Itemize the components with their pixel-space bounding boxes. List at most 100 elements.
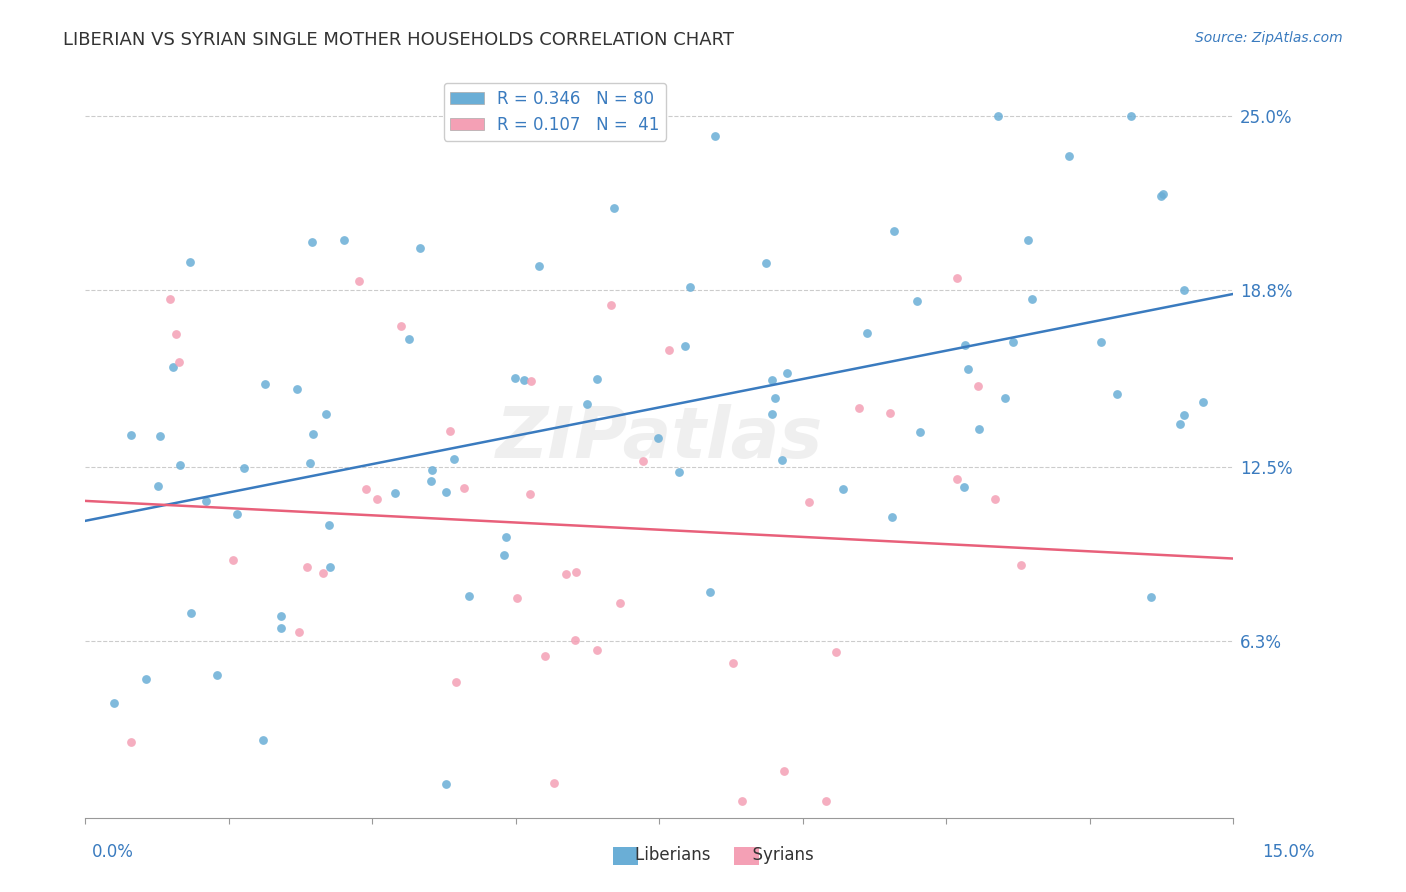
Point <box>565 566 588 580</box>
Point <box>797 495 820 509</box>
Point <box>721 657 744 671</box>
Point <box>1090 335 1112 350</box>
Point <box>453 481 475 495</box>
Point <box>1192 394 1215 409</box>
Point <box>519 486 541 500</box>
Legend: R = 0.346   N = 80, R = 0.107   N =  41: R = 0.346 N = 80, R = 0.107 N = 41 <box>444 83 666 141</box>
Point <box>506 591 529 606</box>
Point <box>162 359 184 374</box>
Point <box>1119 109 1142 123</box>
Point <box>149 428 172 442</box>
Point <box>953 479 976 493</box>
Point <box>699 584 721 599</box>
Point <box>987 109 1010 123</box>
Point <box>555 566 578 581</box>
Point <box>1168 417 1191 431</box>
Point <box>905 293 928 308</box>
Point <box>761 407 783 421</box>
Point <box>148 479 170 493</box>
Point <box>444 674 467 689</box>
Point <box>1152 187 1174 202</box>
Point <box>631 454 654 468</box>
Point <box>389 318 412 333</box>
Point <box>301 235 323 249</box>
Point <box>315 407 337 421</box>
Text: Source: ZipAtlas.com: Source: ZipAtlas.com <box>1195 31 1343 45</box>
Point <box>312 566 335 580</box>
Text: 0.0%: 0.0% <box>91 843 134 861</box>
Point <box>232 460 254 475</box>
Point <box>770 453 793 467</box>
Point <box>1021 292 1043 306</box>
Point <box>1173 284 1195 298</box>
Point <box>856 326 879 340</box>
Point <box>159 292 181 306</box>
Point <box>882 510 904 524</box>
Point <box>946 472 969 486</box>
Point <box>1001 335 1024 350</box>
Point <box>319 560 342 574</box>
Point <box>585 642 607 657</box>
Point <box>576 397 599 411</box>
Point <box>1139 590 1161 604</box>
Point <box>253 377 276 392</box>
Point <box>503 371 526 385</box>
Point <box>969 422 991 436</box>
Point <box>966 378 988 392</box>
Point <box>679 280 702 294</box>
Point <box>318 518 340 533</box>
Point <box>534 648 557 663</box>
Point <box>825 645 848 659</box>
Point <box>422 463 444 477</box>
Point <box>298 456 321 470</box>
Point <box>668 465 690 479</box>
Point <box>221 553 243 567</box>
Text: ZIPatlas: ZIPatlas <box>495 404 823 474</box>
Point <box>494 548 516 562</box>
Point <box>1173 409 1195 423</box>
Point <box>297 560 319 574</box>
Point <box>169 458 191 472</box>
Point <box>347 274 370 288</box>
Point <box>180 607 202 621</box>
Text: LIBERIAN VS SYRIAN SINGLE MOTHER HOUSEHOLDS CORRELATION CHART: LIBERIAN VS SYRIAN SINGLE MOTHER HOUSEHO… <box>63 31 734 49</box>
Point <box>366 491 388 506</box>
Point <box>848 401 870 415</box>
Point <box>225 507 247 521</box>
Point <box>832 482 855 496</box>
Point <box>495 530 517 544</box>
Point <box>513 373 536 387</box>
Point <box>609 595 631 609</box>
Point <box>763 391 786 405</box>
Point <box>585 372 607 386</box>
Point <box>121 735 143 749</box>
Text: 15.0%: 15.0% <box>1263 843 1315 861</box>
Point <box>1150 188 1173 202</box>
Point <box>120 428 142 442</box>
Point <box>658 343 681 357</box>
Point <box>1107 387 1129 401</box>
Point <box>333 234 356 248</box>
Point <box>434 777 457 791</box>
Point <box>135 672 157 686</box>
Point <box>564 633 586 648</box>
Point <box>165 326 187 341</box>
Point <box>439 424 461 438</box>
Point <box>879 406 901 420</box>
Point <box>288 624 311 639</box>
Point <box>520 374 543 388</box>
Point <box>398 332 420 346</box>
Point <box>458 589 481 603</box>
Point <box>354 482 377 496</box>
Point <box>953 338 976 352</box>
Point <box>1057 149 1080 163</box>
Point <box>103 696 125 710</box>
Point <box>776 367 799 381</box>
Point <box>1010 558 1032 572</box>
Point <box>754 256 776 270</box>
Point <box>287 382 309 396</box>
Point <box>409 241 432 255</box>
Point <box>761 373 783 387</box>
Point <box>179 255 201 269</box>
Point <box>434 485 457 500</box>
